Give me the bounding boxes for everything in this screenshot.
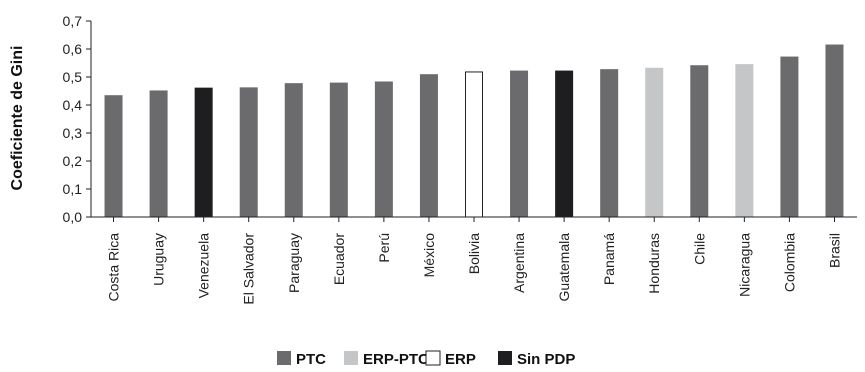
- y-tick-label: 0,5: [63, 69, 83, 85]
- x-tick-label: Brasil: [826, 233, 842, 268]
- bar: [780, 56, 799, 218]
- x-tick-label: Colombia: [781, 233, 797, 292]
- x-tick-label: Venezuela: [196, 233, 212, 299]
- y-tick-label: 0,4: [63, 97, 83, 113]
- y-axis-label: Coeficiente de Gini: [9, 46, 26, 191]
- legend: PTC ERP-PTC ERP Sin PDP: [277, 350, 575, 368]
- bar: [510, 70, 529, 217]
- bar: [284, 83, 303, 217]
- legend-label: Sin PDP: [517, 351, 575, 368]
- bar: [645, 67, 664, 217]
- legend-swatch: [277, 351, 291, 365]
- bar: [600, 69, 619, 217]
- y-tick-label: 0,0: [63, 209, 83, 225]
- bar: [194, 87, 213, 217]
- x-tick-label: Paraguay: [286, 233, 302, 293]
- legend-label: ERP-PTC: [363, 351, 429, 368]
- bar: [149, 90, 168, 217]
- y-tick-label: 0,2: [63, 153, 83, 169]
- bar: [374, 81, 393, 217]
- bar: [419, 74, 438, 217]
- bar: [555, 70, 574, 217]
- x-tick-label: México: [421, 233, 437, 278]
- legend-swatch: [425, 350, 441, 366]
- legend-label: ERP: [445, 351, 476, 368]
- bar: [329, 82, 348, 217]
- bar: [239, 87, 258, 217]
- x-tick-label: Ecuador: [331, 233, 347, 285]
- y-tick-label: 0,1: [63, 181, 83, 197]
- x-tick-label: Uruguay: [151, 233, 167, 286]
- bars: [104, 44, 844, 218]
- x-tick-label: Perú: [376, 233, 392, 263]
- x-tick-label: Argentina: [511, 233, 527, 293]
- y-tick-label: 0,7: [63, 13, 83, 29]
- bar: [465, 71, 483, 218]
- bar: [825, 44, 844, 217]
- x-tick-label: Nicaragua: [736, 233, 752, 297]
- x-tick-label: Bolivia: [466, 233, 482, 274]
- y-axis-ticks: 0,0 0,1 0,2 0,3 0,4 0,5 0,6 0,7: [63, 13, 91, 225]
- bar: [735, 64, 754, 218]
- y-tick-label: 0,6: [63, 41, 83, 57]
- x-tick-label: Costa Rica: [106, 233, 122, 302]
- x-tick-label: Honduras: [646, 233, 662, 294]
- legend-label: PTC: [296, 351, 326, 368]
- x-tick-label: Panamá: [601, 233, 617, 285]
- legend-swatch: [344, 351, 358, 365]
- y-tick-label: 0,3: [63, 125, 83, 141]
- x-axis-labels: Costa Rica Uruguay Venezuela El Salvador Par…: [106, 217, 842, 305]
- x-tick-label: Guatemala: [556, 233, 572, 302]
- bar: [104, 95, 123, 217]
- bar: [690, 65, 709, 218]
- x-tick-label: Chile: [691, 233, 707, 265]
- x-tick-label: El Salvador: [241, 233, 257, 305]
- legend-swatch: [498, 351, 512, 365]
